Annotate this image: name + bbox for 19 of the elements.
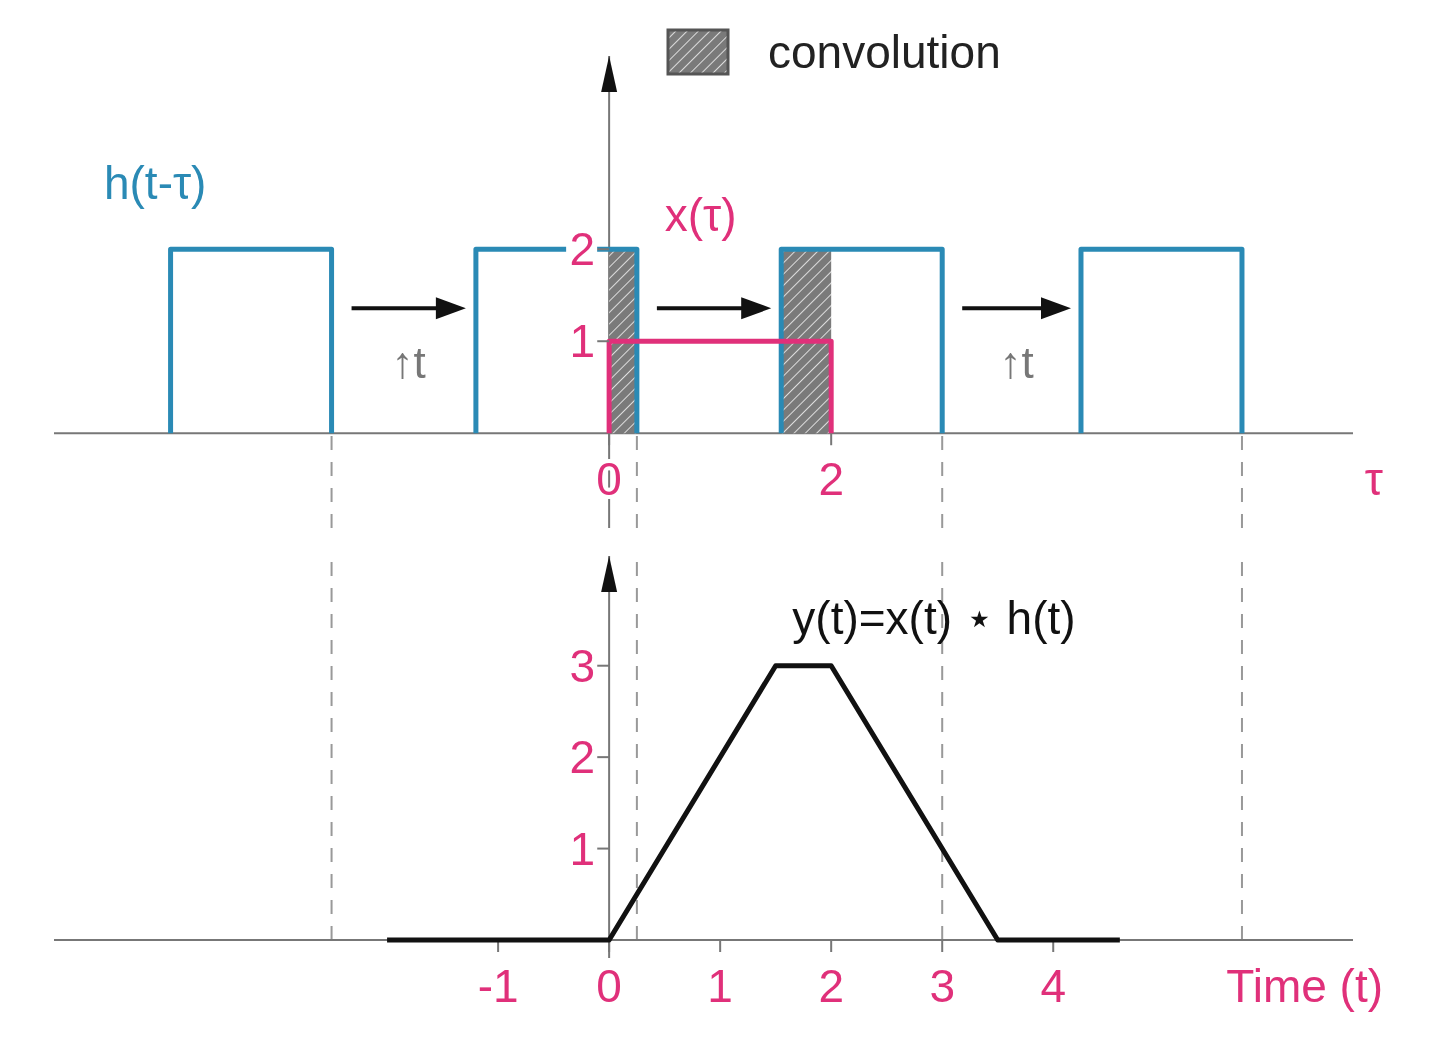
x-tick-label: -1	[477, 960, 519, 1012]
x-tick-label: 0	[596, 960, 622, 1012]
series-label: h(t-τ)	[103, 156, 207, 209]
x-tick-label: 2	[818, 960, 844, 1012]
x-axis-title: τ	[1364, 453, 1383, 506]
y-tick-label: 1	[569, 315, 596, 368]
x-axis-title: Time (t)	[1226, 960, 1383, 1012]
y-tick-label: 3	[569, 639, 596, 692]
legend-label: convolution	[768, 26, 1001, 78]
text: x(τ)	[664, 188, 737, 241]
y-tick-label: 1	[569, 822, 596, 875]
annotation: ↑t	[999, 338, 1034, 388]
y-tick-label: 2	[569, 731, 596, 784]
x-tick-label: 4	[1040, 960, 1067, 1012]
x-tick-label: 1	[707, 960, 733, 1012]
y-tick-label: 2	[569, 223, 596, 276]
annotation: ↑t	[391, 338, 426, 388]
series-label: y(t)=x(t) ⋆ h(t)	[792, 591, 1076, 644]
x-tick-label: 3	[929, 960, 955, 1012]
